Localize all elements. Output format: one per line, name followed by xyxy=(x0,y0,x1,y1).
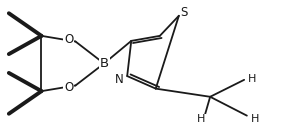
Text: O: O xyxy=(64,81,73,94)
Text: S: S xyxy=(181,6,188,19)
Text: B: B xyxy=(100,57,108,70)
Text: O: O xyxy=(64,33,73,46)
Text: H: H xyxy=(196,114,205,124)
Text: N: N xyxy=(115,73,123,86)
Text: H: H xyxy=(251,114,259,124)
Text: H: H xyxy=(248,74,257,84)
